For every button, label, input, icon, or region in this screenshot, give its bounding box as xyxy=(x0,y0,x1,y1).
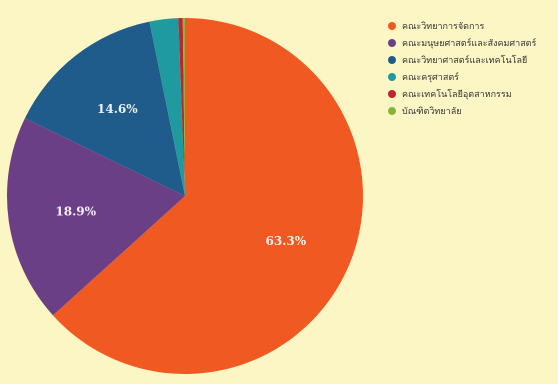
legend-item-4: คณะครุศาสตร์ xyxy=(388,68,536,85)
slice-data-label-3: 14.6% xyxy=(97,102,138,116)
legend-label-1: คณะวิทยาการจัดการ xyxy=(402,21,485,32)
legend-label-3: คณะวิทยาศาสตร์และเทคโนโลยี xyxy=(402,55,528,66)
slice-data-label-1: 63.3% xyxy=(266,234,307,248)
legend-item-5: คณะเทคโนโลยีอุตสาหกรรม xyxy=(388,85,536,102)
slice-data-label-2: 18.9% xyxy=(55,205,96,219)
legend-swatch-6 xyxy=(388,106,396,115)
legend-label-4: คณะครุศาสตร์ xyxy=(402,72,459,83)
legend-swatch-4 xyxy=(388,72,396,81)
legend-label-5: คณะเทคโนโลยีอุตสาหกรรม xyxy=(402,89,512,100)
pie-slice-1 xyxy=(52,18,363,374)
legend-label-6: บัณฑิตวิทยาลัย xyxy=(402,106,462,117)
legend-item-6: บัณฑิตวิทยาลัย xyxy=(388,102,536,119)
legend-swatch-5 xyxy=(388,89,396,98)
pie-slice-5 xyxy=(178,18,185,196)
legend-swatch-2 xyxy=(388,38,396,47)
legend-item-2: คณะมนุษยศาสตร์และสังคมศาสตร์ xyxy=(388,34,536,51)
pie-slice-4 xyxy=(149,18,185,196)
legend-item-3: คณะวิทยาศาสตร์และเทคโนโลยี xyxy=(388,51,536,68)
legend-label-2: คณะมนุษยศาสตร์และสังคมศาสตร์ xyxy=(402,38,537,49)
chart-legend: คณะวิทยาการจัดการคณะมนุษยศาสตร์และสังคมศ… xyxy=(388,17,536,119)
legend-swatch-3 xyxy=(388,55,396,64)
pie-slice-2 xyxy=(6,118,185,316)
pie-slice-6 xyxy=(182,18,185,196)
pie-slice-3 xyxy=(24,21,185,196)
legend-item-1: คณะวิทยาการจัดการ xyxy=(388,17,536,34)
legend-swatch-1 xyxy=(388,21,396,30)
